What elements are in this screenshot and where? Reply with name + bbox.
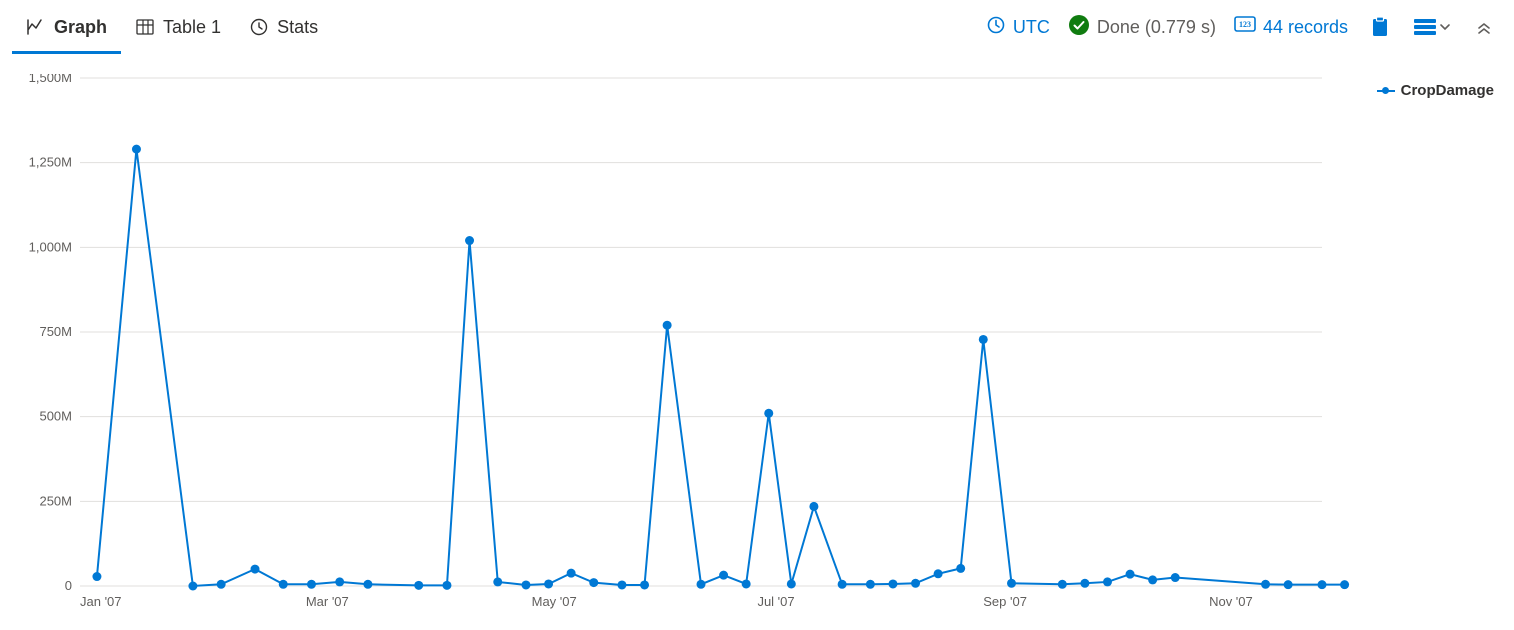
legend-swatch	[1377, 90, 1395, 92]
clock-stats-icon	[249, 17, 269, 37]
result-tabs: Graph Table 1 Stats	[12, 0, 332, 54]
timezone-label: UTC	[1013, 17, 1050, 38]
svg-text:250M: 250M	[39, 493, 72, 508]
query-status-label: Done (0.779 s)	[1097, 17, 1216, 38]
collapse-button[interactable]	[1470, 13, 1498, 41]
svg-text:123: 123	[1239, 20, 1251, 29]
view-mode-button[interactable]	[1412, 13, 1452, 41]
line-chart-icon	[26, 17, 46, 37]
svg-text:750M: 750M	[39, 324, 72, 339]
svg-text:Sep '07: Sep '07	[983, 594, 1027, 609]
tab-table-label: Table 1	[163, 17, 221, 38]
svg-text:Jul '07: Jul '07	[757, 594, 794, 609]
line-chart[interactable]: 0 250M 500M 750M 1,000M 1,250M 1,500M Jan '07 Ma…	[12, 74, 1502, 622]
result-toolbar: Graph Table 1 Stats UTC	[0, 0, 1514, 54]
chevron-down-icon	[1439, 21, 1451, 33]
collapse-up-icon	[1476, 19, 1492, 35]
clipboard-icon	[1370, 16, 1390, 38]
tab-stats[interactable]: Stats	[235, 0, 332, 54]
svg-text:May '07: May '07	[532, 594, 577, 609]
svg-text:Nov '07: Nov '07	[1209, 594, 1253, 609]
chart-legend[interactable]: CropDamage	[1377, 82, 1494, 99]
tab-graph[interactable]: Graph	[12, 0, 121, 54]
svg-text:500M: 500M	[39, 409, 72, 424]
svg-text:Mar '07: Mar '07	[306, 594, 349, 609]
query-status: Done (0.779 s)	[1068, 14, 1216, 41]
rows-icon	[1413, 17, 1437, 37]
legend-label: CropDamage	[1401, 82, 1494, 99]
svg-text:1,250M: 1,250M	[29, 155, 72, 170]
clipboard-button[interactable]	[1366, 13, 1394, 41]
svg-text:Jan '07: Jan '07	[80, 594, 122, 609]
tab-table[interactable]: Table 1	[121, 0, 235, 54]
check-circle-icon	[1068, 14, 1090, 41]
status-bar: UTC Done (0.779 s) 123 44 records	[986, 13, 1502, 41]
svg-text:1,500M: 1,500M	[29, 74, 72, 85]
number-badge-icon: 123	[1234, 16, 1256, 39]
table-icon	[135, 17, 155, 37]
tab-graph-label: Graph	[54, 17, 107, 38]
tab-stats-label: Stats	[277, 17, 318, 38]
clock-icon	[986, 15, 1006, 40]
records-count[interactable]: 123 44 records	[1234, 16, 1348, 39]
svg-text:0: 0	[65, 578, 72, 593]
chart-area: 0 250M 500M 750M 1,000M 1,250M 1,500M Jan '07 Ma…	[0, 54, 1514, 630]
records-count-label: 44 records	[1263, 17, 1348, 38]
svg-text:1,000M: 1,000M	[29, 239, 72, 254]
timezone-indicator[interactable]: UTC	[986, 15, 1050, 40]
